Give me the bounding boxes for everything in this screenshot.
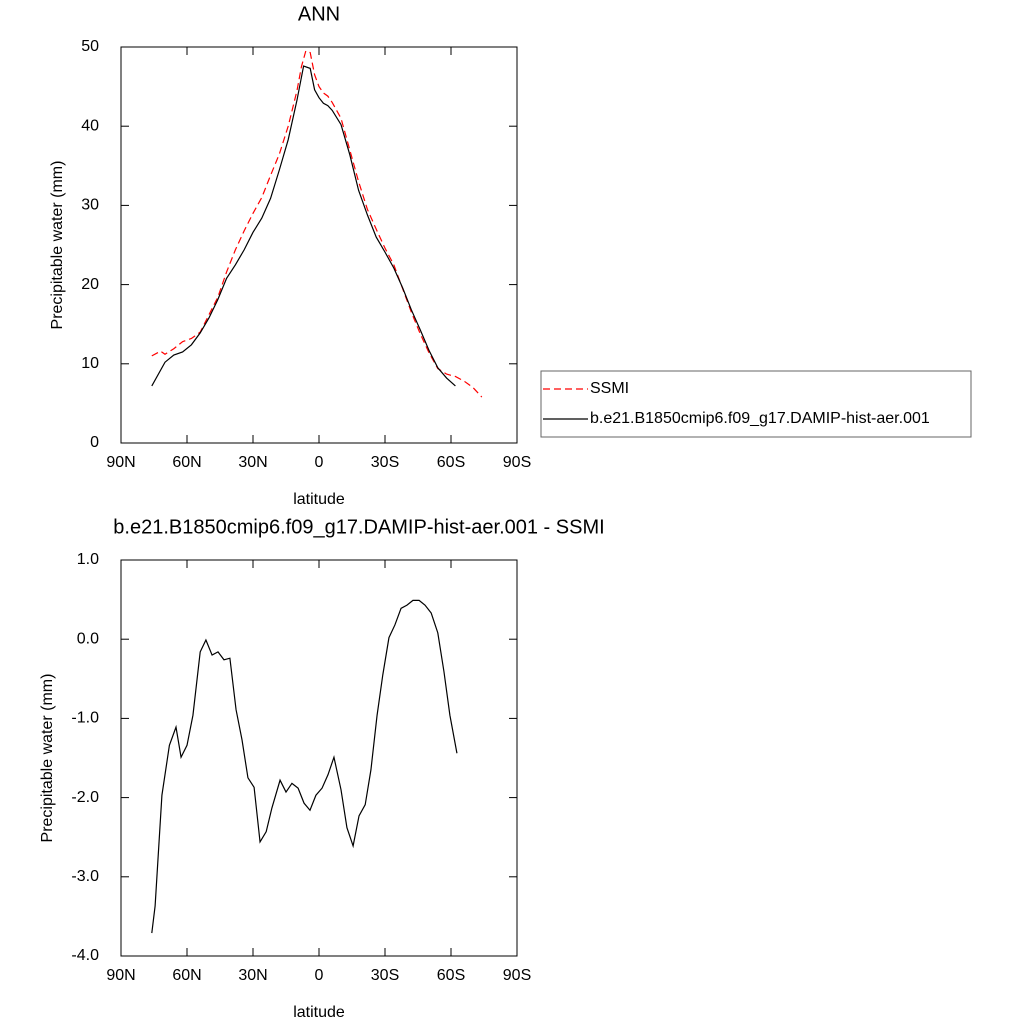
x-tick-label: 60S bbox=[437, 967, 465, 984]
x-tick-label: 90N bbox=[106, 454, 135, 471]
data-line bbox=[151, 65, 456, 387]
x-tick-label: 30N bbox=[238, 967, 267, 984]
data-line bbox=[151, 50, 483, 398]
y-tick-label: 40 bbox=[81, 117, 99, 134]
x-axis-label: latitude bbox=[293, 491, 345, 508]
x-tick-label: 60N bbox=[172, 967, 201, 984]
x-tick-label: 90N bbox=[106, 967, 135, 984]
x-tick-label: 90S bbox=[503, 967, 531, 984]
x-tick-label: 30S bbox=[371, 967, 399, 984]
y-axis-label: Precipitable water (mm) bbox=[39, 674, 56, 843]
y-tick-label: -4.0 bbox=[71, 947, 99, 964]
y-tick-label: -3.0 bbox=[71, 868, 99, 885]
legend-label: b.e21.B1850cmip6.f09_g17.DAMIP-hist-aer.… bbox=[590, 410, 930, 427]
x-tick-label: 90S bbox=[503, 454, 531, 471]
y-tick-label: 20 bbox=[81, 276, 99, 293]
y-tick-label: -1.0 bbox=[71, 710, 99, 727]
chart-title: b.e21.B1850cmip6.f09_g17.DAMIP-hist-aer.… bbox=[113, 516, 604, 538]
y-tick-label: -2.0 bbox=[71, 789, 99, 806]
y-tick-label: 0.0 bbox=[77, 630, 99, 647]
data-line bbox=[151, 599, 458, 934]
x-tick-label: 0 bbox=[315, 967, 324, 984]
y-tick-label: 30 bbox=[81, 197, 99, 214]
chart-title: ANN bbox=[298, 3, 340, 25]
x-tick-label: 30N bbox=[238, 454, 267, 471]
y-tick-label: 0 bbox=[90, 434, 99, 451]
plot-frame bbox=[120, 46, 518, 444]
x-axis-label: latitude bbox=[293, 1004, 345, 1021]
y-tick-label: 10 bbox=[81, 355, 99, 372]
x-tick-label: 60N bbox=[172, 454, 201, 471]
plot-frame bbox=[120, 559, 518, 957]
legend-label: SSMI bbox=[590, 380, 629, 397]
x-tick-label: 30S bbox=[371, 454, 399, 471]
legend-box bbox=[540, 370, 972, 438]
y-axis-label: Precipitable water (mm) bbox=[49, 161, 66, 330]
x-tick-label: 0 bbox=[315, 454, 324, 471]
y-tick-label: 50 bbox=[81, 38, 99, 55]
x-tick-label: 60S bbox=[437, 454, 465, 471]
y-tick-label: 1.0 bbox=[77, 551, 99, 568]
